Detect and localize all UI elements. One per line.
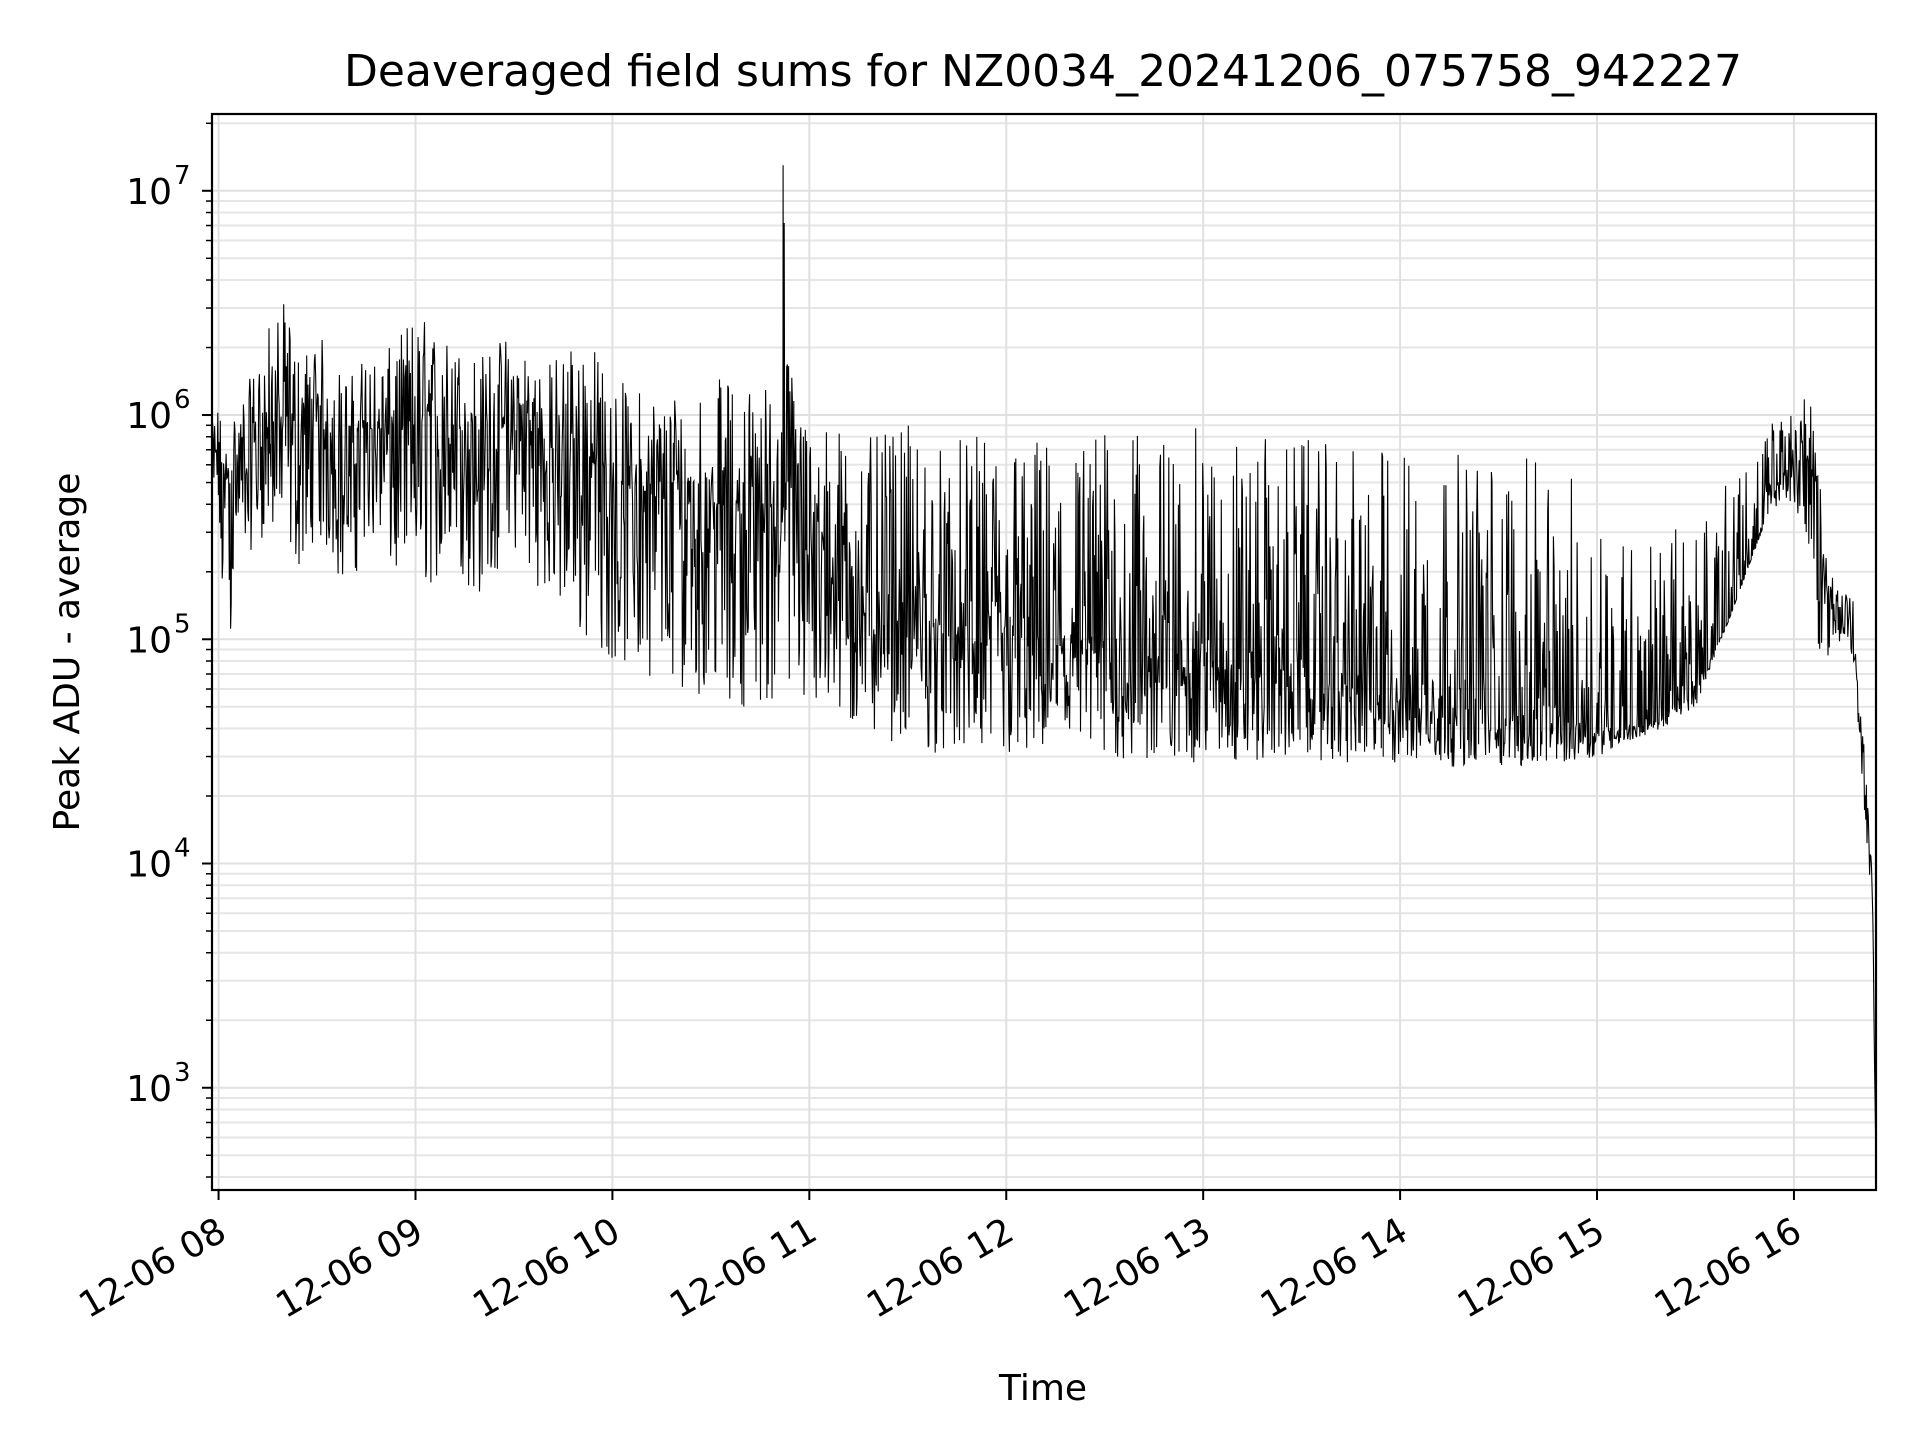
y-tick-exponent: 3 xyxy=(174,1058,191,1088)
y-axis-label: Peak ADU - average xyxy=(47,473,88,832)
chart-title: Deaveraged field sums for NZ0034_2024120… xyxy=(344,46,1742,97)
plot-frame xyxy=(210,112,1878,1192)
series-line-group xyxy=(212,165,1876,1168)
y-tick-exponent: 6 xyxy=(174,385,191,415)
series-line xyxy=(212,165,1876,1168)
y-tick-exponent: 7 xyxy=(174,161,191,191)
x-axis-label: Time xyxy=(998,1368,1087,1409)
y-tick-exponent: 5 xyxy=(174,609,191,639)
y-tick-exponent: 4 xyxy=(174,834,191,864)
